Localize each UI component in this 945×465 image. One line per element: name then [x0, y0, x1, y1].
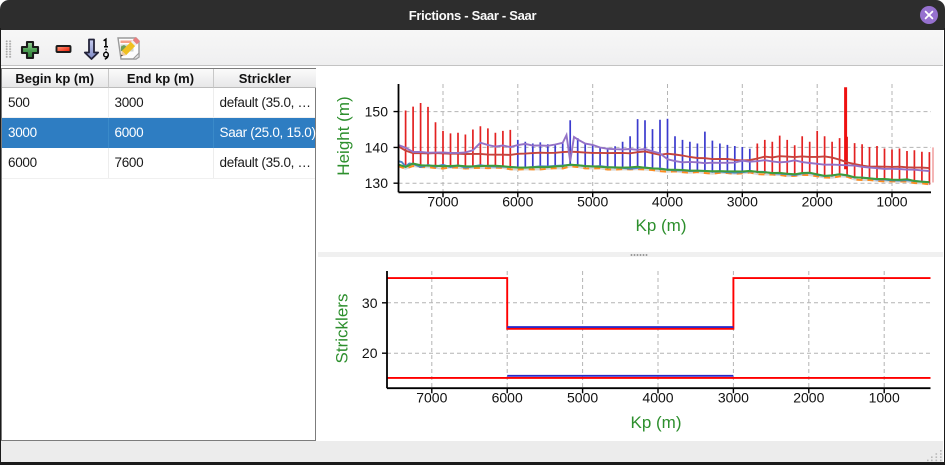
svg-text:3000: 3000 [718, 390, 749, 406]
svg-text:3000: 3000 [727, 194, 758, 210]
svg-text:130: 130 [365, 175, 389, 191]
svg-text:4000: 4000 [642, 390, 673, 406]
svg-text:7000: 7000 [427, 194, 458, 210]
svg-text:5000: 5000 [567, 390, 598, 406]
svg-text:Kp (m): Kp (m) [631, 413, 682, 432]
svg-text:4000: 4000 [652, 194, 683, 210]
svg-text:Height (m): Height (m) [334, 96, 353, 175]
svg-text:140: 140 [365, 139, 389, 155]
svg-text:7000: 7000 [416, 390, 447, 406]
svg-text:6000: 6000 [492, 390, 523, 406]
svg-text:1000: 1000 [869, 390, 900, 406]
svg-text:5000: 5000 [577, 194, 608, 210]
svg-text:1000: 1000 [876, 194, 907, 210]
svg-text:20: 20 [362, 345, 378, 361]
svg-text:2000: 2000 [802, 194, 833, 210]
svg-text:150: 150 [365, 104, 389, 120]
svg-text:30: 30 [362, 295, 378, 311]
svg-text:Kp (m): Kp (m) [636, 216, 687, 235]
svg-text:6000: 6000 [502, 194, 533, 210]
svg-text:2000: 2000 [793, 390, 824, 406]
svg-text:Stricklers: Stricklers [333, 294, 352, 364]
